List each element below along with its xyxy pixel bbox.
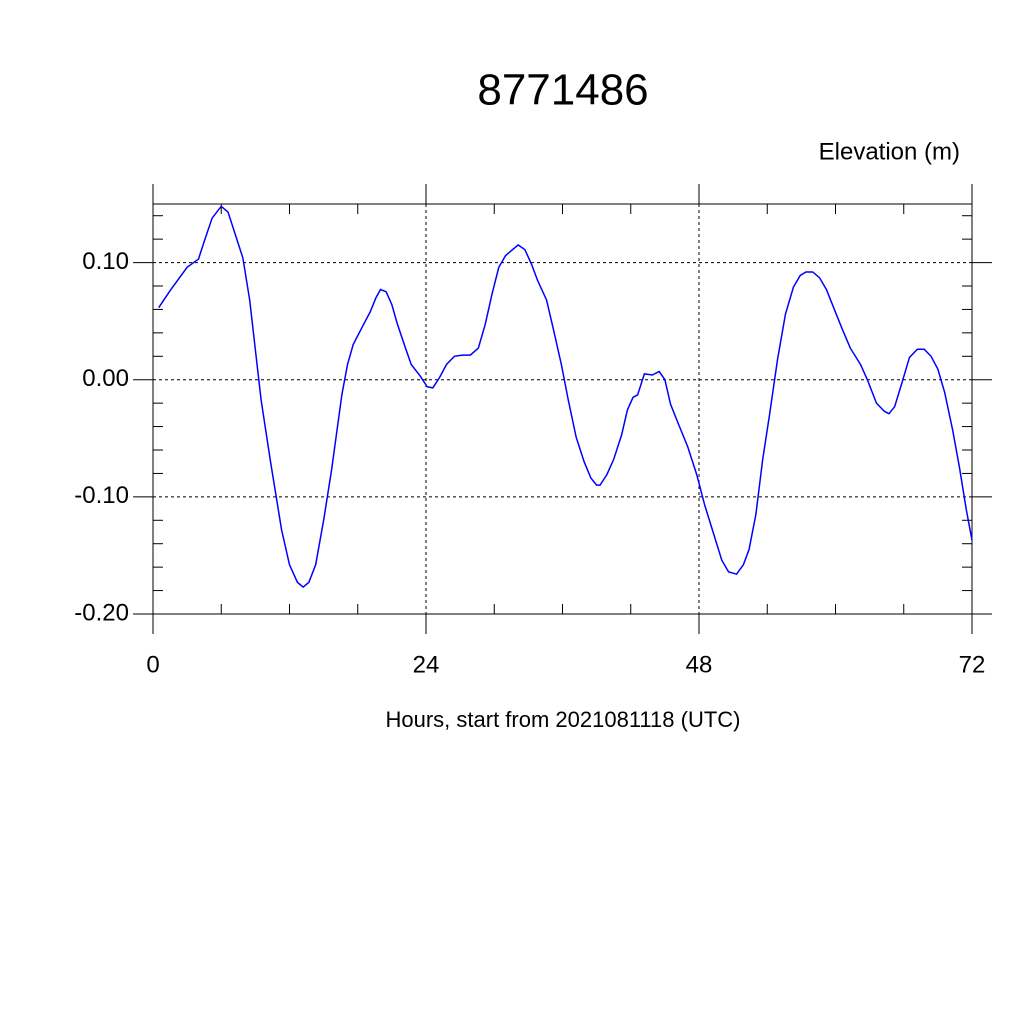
y-tick-label: 0.00 [82, 365, 129, 392]
data-line [158, 205, 973, 589]
x-tick-label: 0 [146, 651, 159, 678]
y-tick-label: -0.10 [74, 482, 129, 509]
plot-frame [152, 203, 973, 615]
chart-title: 8771486 [477, 66, 648, 115]
x-tick-label: 72 [959, 651, 986, 678]
y-axis-label: Elevation (m) [819, 138, 960, 165]
y-tick-label: 0.10 [82, 248, 129, 275]
y-tick-label: -0.20 [74, 599, 129, 626]
x-axis-label: Hours, start from 2021081118 (UTC) [386, 707, 741, 732]
x-tick-label: 48 [686, 651, 713, 678]
x-tick-label: 24 [413, 651, 440, 678]
